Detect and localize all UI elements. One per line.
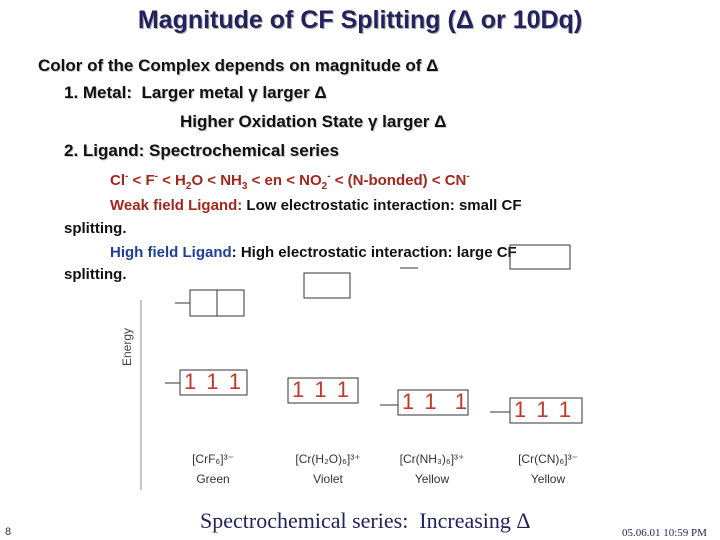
complex-formula: [Cr(NH₃)₆]³⁺ [399,452,465,466]
series-part: < H [157,172,186,189]
weak-field-text: Low electrostatic interaction: small CF [242,197,522,214]
weak-field-cont: splitting. [64,220,127,237]
series-part: O < NH [191,172,242,189]
series-sub: 3 [241,181,248,192]
complex-color: Yellow [530,472,566,486]
caption: Spectrochemical series: Increasing Δ [200,508,531,533]
series-sup: - [154,171,158,182]
point: 1. Metal: Larger metal γ larger Δ [64,83,327,102]
series-sup: - [466,171,470,182]
electrons: 1 1 1 [514,397,573,422]
eg-levels [175,244,571,317]
intro: Color of the Complex depends on magnitud… [38,56,439,75]
electrons: 1 1 1 [184,369,243,394]
electrons: 1 1 1 [402,389,470,414]
electrons: 1 1 1 [292,377,351,402]
high-field-cont: splitting. [64,266,127,283]
series-sub: 2 [321,181,328,192]
series-part: < F [128,172,155,189]
series-part: Cl [110,172,125,189]
complex-formula: [CrF₆]³⁻ [192,452,234,466]
complex-color: Green [196,472,230,486]
date: 05.06.01 10:59 PM [622,527,707,539]
weak-field-label: Weak field Ligand: [110,197,243,214]
series-sup: - [125,171,129,182]
high-field-text: : High electrostatic interaction: large … [231,244,517,261]
weak-field: Weak field Ligand: Low electrostatic int… [110,197,521,214]
title: Magnitude of CF Splitting (Δ or 10Dq) [137,6,583,34]
series-part: < en < NO [247,172,322,189]
page-number: 8 [5,526,12,538]
high-field: High field Ligand: High electrostatic in… [110,244,517,261]
complex-formula: [Cr(CN)₆]³⁻ [518,452,578,466]
complex-color: Violet [313,472,343,486]
series-part: < (N-bonded) < CN [330,172,467,189]
complex-formula: [Cr(H₂O)₆]³⁺ [295,452,361,466]
point: 2. Ligand: Spectrochemical series [64,141,339,160]
complex-color: Yellow [414,472,450,486]
high-field-label: High field Ligand [110,244,232,261]
point: Higher Oxidation State γ larger Δ [180,112,447,131]
series: Cl- < F- < H2O < NH3 < en < NO2- < (N-bo… [110,171,470,192]
series-sub: 2 [185,181,192,192]
energy-label: Energy [120,328,134,366]
t2g-levels [165,369,583,424]
series-sup: - [327,171,331,182]
